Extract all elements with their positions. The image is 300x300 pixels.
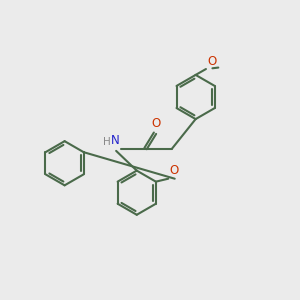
Text: H: H: [103, 137, 110, 147]
Text: O: O: [207, 55, 217, 68]
Text: O: O: [169, 164, 179, 177]
Text: O: O: [151, 117, 160, 130]
Text: N: N: [111, 134, 120, 147]
